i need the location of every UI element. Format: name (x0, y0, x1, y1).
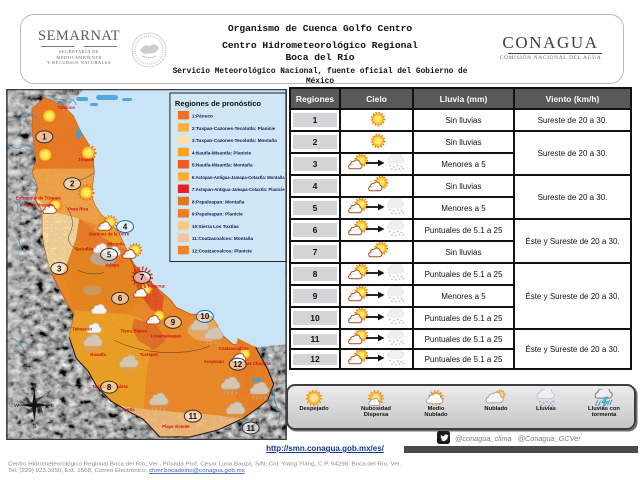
svg-text:Tierra Blanca: Tierra Blanca (121, 328, 149, 333)
svg-text:Misantla: Misantla (108, 242, 126, 247)
svg-text:7: 7 (140, 273, 145, 282)
svg-text:9: 9 (171, 318, 176, 327)
svg-text:10: 10 (200, 312, 209, 321)
svg-text:8:Papaloapan: Montaña: 8:Papaloapan: Montaña (192, 199, 245, 204)
svg-text:3:Tuxpan-Cazones-Tecolutla: Mo: 3:Tuxpan-Cazones-Tecolutla: Montaña (192, 138, 277, 143)
svg-text:Tuxtepec: Tuxtepec (140, 352, 159, 357)
svg-text:6: 6 (118, 294, 123, 303)
svg-text:W: W (14, 403, 19, 409)
svg-text:12: 12 (233, 360, 242, 369)
svg-text:11: 11 (189, 412, 198, 421)
svg-text:Playa Vicente: Playa Vicente (162, 424, 190, 429)
svg-text:9:Papaloapan: Planicie: 9:Papaloapan: Planicie (192, 212, 243, 217)
svg-text:Tehuacán: Tehuacán (72, 326, 92, 331)
svg-text:Martínez de la Torre: Martínez de la Torre (89, 232, 130, 237)
svg-text:Cosamaloapan: Cosamaloapan (151, 333, 182, 338)
svg-text:10:Sierra Los Tuxtlas: 10:Sierra Los Tuxtlas (192, 224, 239, 229)
svg-text:Poza Rica: Poza Rica (68, 207, 89, 212)
svg-text:7:Actopan-Antigua-Jamapa-Cotax: 7:Actopan-Antigua-Jamapa-Cotaxtla: Plani… (192, 187, 285, 192)
svg-text:4: 4 (123, 222, 128, 231)
svg-text:S: S (32, 424, 36, 430)
svg-text:Huauchinango: Huauchinango (23, 203, 53, 208)
svg-text:4:Nautla-Misantla: Planicie: 4:Nautla-Misantla: Planicie (192, 150, 252, 155)
svg-text:Xalapa: Xalapa (105, 262, 119, 267)
svg-text:Tampico: Tampico (58, 105, 76, 110)
svg-text:11:Coatzacoalcos: Montaña: 11:Coatzacoalcos: Montaña (192, 236, 254, 241)
svg-text:Teziutlán: Teziutlán (75, 247, 94, 252)
svg-text:5:Nautla-Misantla: Montaña: 5:Nautla-Misantla: Montaña (192, 163, 253, 168)
svg-text:Túxpam: Túxpam (78, 157, 95, 162)
svg-text:2: 2 (70, 180, 75, 189)
svg-text:Regiones de pronóstico: Regiones de pronóstico (175, 99, 262, 108)
svg-text:Veracruz: Veracruz (147, 283, 165, 288)
svg-text:Huautla: Huautla (90, 352, 106, 357)
svg-text:3: 3 (57, 264, 62, 273)
svg-text:Acayucan: Acayucan (204, 359, 225, 364)
svg-text:8: 8 (107, 383, 112, 392)
svg-text:11: 11 (246, 424, 255, 433)
svg-text:12:Coatzacoalcos: Planicie: 12:Coatzacoalcos: Planicie (192, 248, 252, 253)
svg-text:E: E (51, 403, 55, 409)
svg-text:N: N (32, 384, 36, 390)
svg-text:Las Choapas: Las Choapas (244, 361, 271, 366)
svg-text:2:Tuxpan-Cazones-Tecolutla: Pl: 2:Tuxpan-Cazones-Tecolutla: Planicie (192, 126, 276, 131)
svg-text:6:Actopan-Antigua-Jamapa-Cotax: 6:Actopan-Antigua-Jamapa-Cotaxtla: Monta… (192, 175, 285, 180)
svg-text:5: 5 (107, 250, 112, 259)
svg-text:1:Pánuco: 1:Pánuco (192, 114, 213, 119)
svg-text:Ayotla: Ayotla (122, 407, 136, 412)
svg-text:Entronque de Túxpam: Entronque de Túxpam (16, 196, 61, 201)
svg-text:1: 1 (42, 133, 47, 142)
svg-text:Coatzacoalcos: Coatzacoalcos (219, 346, 249, 351)
